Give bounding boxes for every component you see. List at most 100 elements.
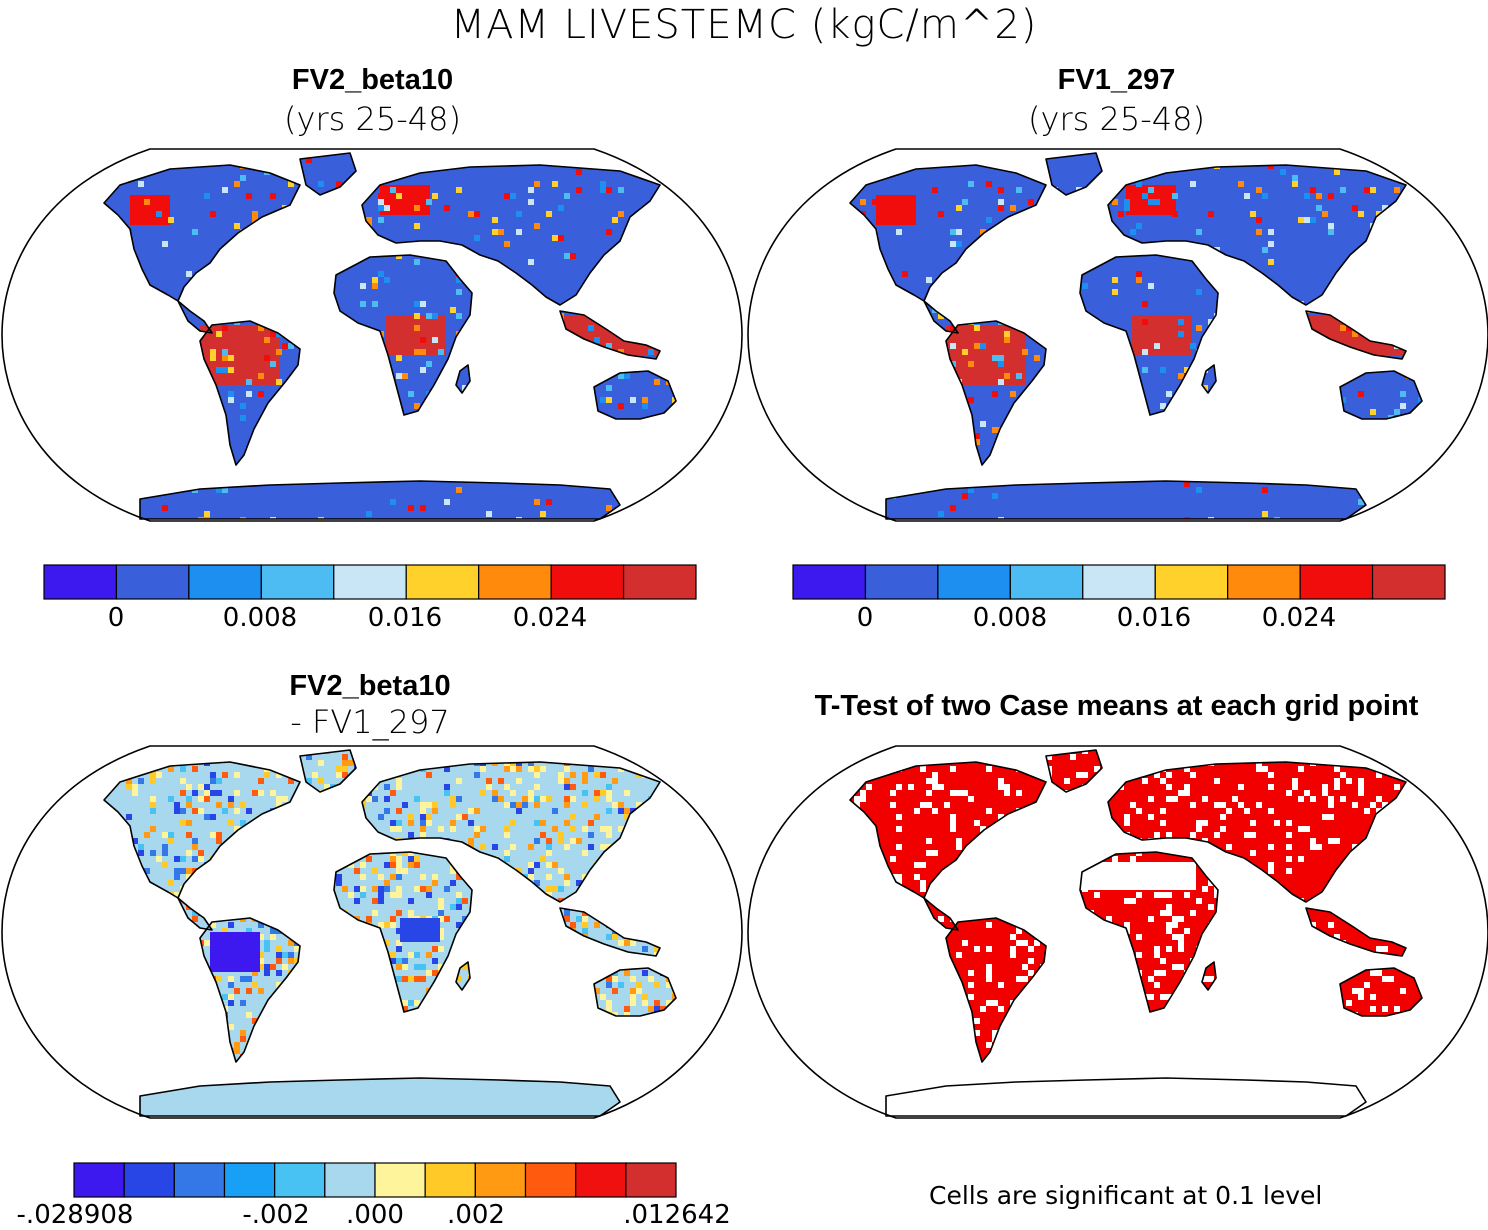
grid-cell — [36, 904, 42, 910]
grid-cell — [300, 1042, 306, 1048]
not-significant — [1256, 940, 1262, 946]
not-significant — [1412, 808, 1418, 814]
not-significant — [1136, 750, 1142, 754]
grid-cell — [66, 916, 72, 922]
grid-cell — [1286, 313, 1292, 319]
grid-cell — [660, 784, 666, 790]
grid-cell — [630, 1042, 636, 1048]
grid-cell — [132, 982, 138, 988]
coastline — [455, 961, 471, 991]
grid-cell — [708, 784, 714, 790]
grid-cell — [420, 808, 426, 814]
grid-cell — [126, 916, 132, 922]
grid-cell — [186, 750, 192, 754]
grid-cell — [396, 1054, 402, 1060]
grid-cell — [204, 790, 210, 796]
grid-cell — [1448, 397, 1454, 403]
grid-cell — [726, 1060, 732, 1066]
grid-cell — [516, 994, 522, 1000]
grid-cell — [42, 199, 48, 205]
grid-cell — [690, 1024, 696, 1030]
not-significant — [1478, 1060, 1484, 1066]
grid-cell — [660, 940, 666, 946]
grid-cell — [270, 964, 276, 970]
grid-cell — [336, 976, 342, 982]
grid-cell — [642, 946, 648, 952]
grid-cell — [300, 994, 306, 1000]
not-significant — [1076, 856, 1082, 862]
grid-cell — [192, 1048, 198, 1054]
grid-cell — [468, 1036, 474, 1042]
grid-cell — [336, 832, 342, 838]
grid-cell — [90, 1054, 96, 1060]
not-significant — [1160, 868, 1166, 874]
grid-cell — [1154, 343, 1160, 349]
not-significant — [1484, 1054, 1488, 1060]
not-significant — [1058, 844, 1064, 850]
grid-cell — [420, 802, 426, 808]
grid-cell — [180, 856, 186, 862]
not-significant — [1484, 748, 1488, 754]
grid-cell — [96, 940, 102, 946]
grid-cell — [516, 211, 522, 217]
not-significant — [1154, 1012, 1160, 1018]
not-significant — [1328, 922, 1334, 928]
grid-cell — [1154, 199, 1160, 205]
grid-cell — [24, 199, 30, 205]
grid-cell — [108, 1048, 114, 1054]
grid-cell — [108, 814, 114, 820]
grid-cell — [582, 457, 588, 463]
grid-cell — [1478, 331, 1484, 337]
grid-cell — [1208, 355, 1214, 361]
not-significant — [1040, 988, 1046, 994]
not-significant — [800, 844, 806, 850]
not-significant — [776, 976, 782, 982]
grid-cell — [1118, 349, 1124, 355]
grid-cell — [198, 409, 204, 415]
grid-cell — [144, 988, 150, 994]
not-significant — [836, 988, 842, 994]
coastline — [1305, 310, 1407, 360]
grid-cell — [540, 832, 546, 838]
grid-cell — [1388, 325, 1394, 331]
grid-cell — [872, 199, 878, 205]
not-significant — [950, 1030, 956, 1036]
grid-cell — [222, 355, 228, 361]
not-significant — [1130, 964, 1136, 970]
not-significant — [1478, 814, 1484, 820]
grid-cell — [684, 892, 690, 898]
grid-cell — [678, 778, 684, 784]
coastline — [923, 897, 959, 931]
not-significant — [770, 940, 776, 946]
grid-cell — [132, 1030, 138, 1036]
not-significant — [782, 910, 788, 916]
grid-cell — [378, 373, 384, 379]
grid-cell — [318, 760, 324, 766]
grid-cell — [210, 922, 216, 928]
grid-cell — [678, 850, 684, 856]
not-significant — [1082, 928, 1088, 934]
grid-cell — [690, 199, 696, 205]
grid-cell — [1112, 385, 1118, 391]
grid-cell — [1046, 211, 1052, 217]
grid-cell — [300, 982, 306, 988]
grid-cell — [624, 814, 630, 820]
grid-cell — [956, 241, 962, 247]
grid-cell — [300, 301, 306, 307]
grid-cell — [36, 1006, 42, 1012]
grid-cell — [120, 898, 126, 904]
grid-cell — [1184, 397, 1190, 403]
panel-title-bottom-right: T-Test of two Case means at each grid po… — [814, 690, 1419, 722]
grid-cell — [474, 750, 480, 754]
not-significant — [1364, 1024, 1370, 1030]
grid-cell — [1262, 247, 1268, 253]
grid-cell — [162, 1072, 168, 1078]
not-significant — [1400, 880, 1406, 886]
colorbar-difference — [73, 1162, 677, 1198]
grid-cell — [558, 778, 564, 784]
not-significant — [1064, 808, 1070, 814]
grid-cell — [138, 181, 144, 187]
grid-cell — [1010, 391, 1016, 397]
grid-cell — [612, 988, 618, 994]
grid-cell — [720, 958, 726, 964]
